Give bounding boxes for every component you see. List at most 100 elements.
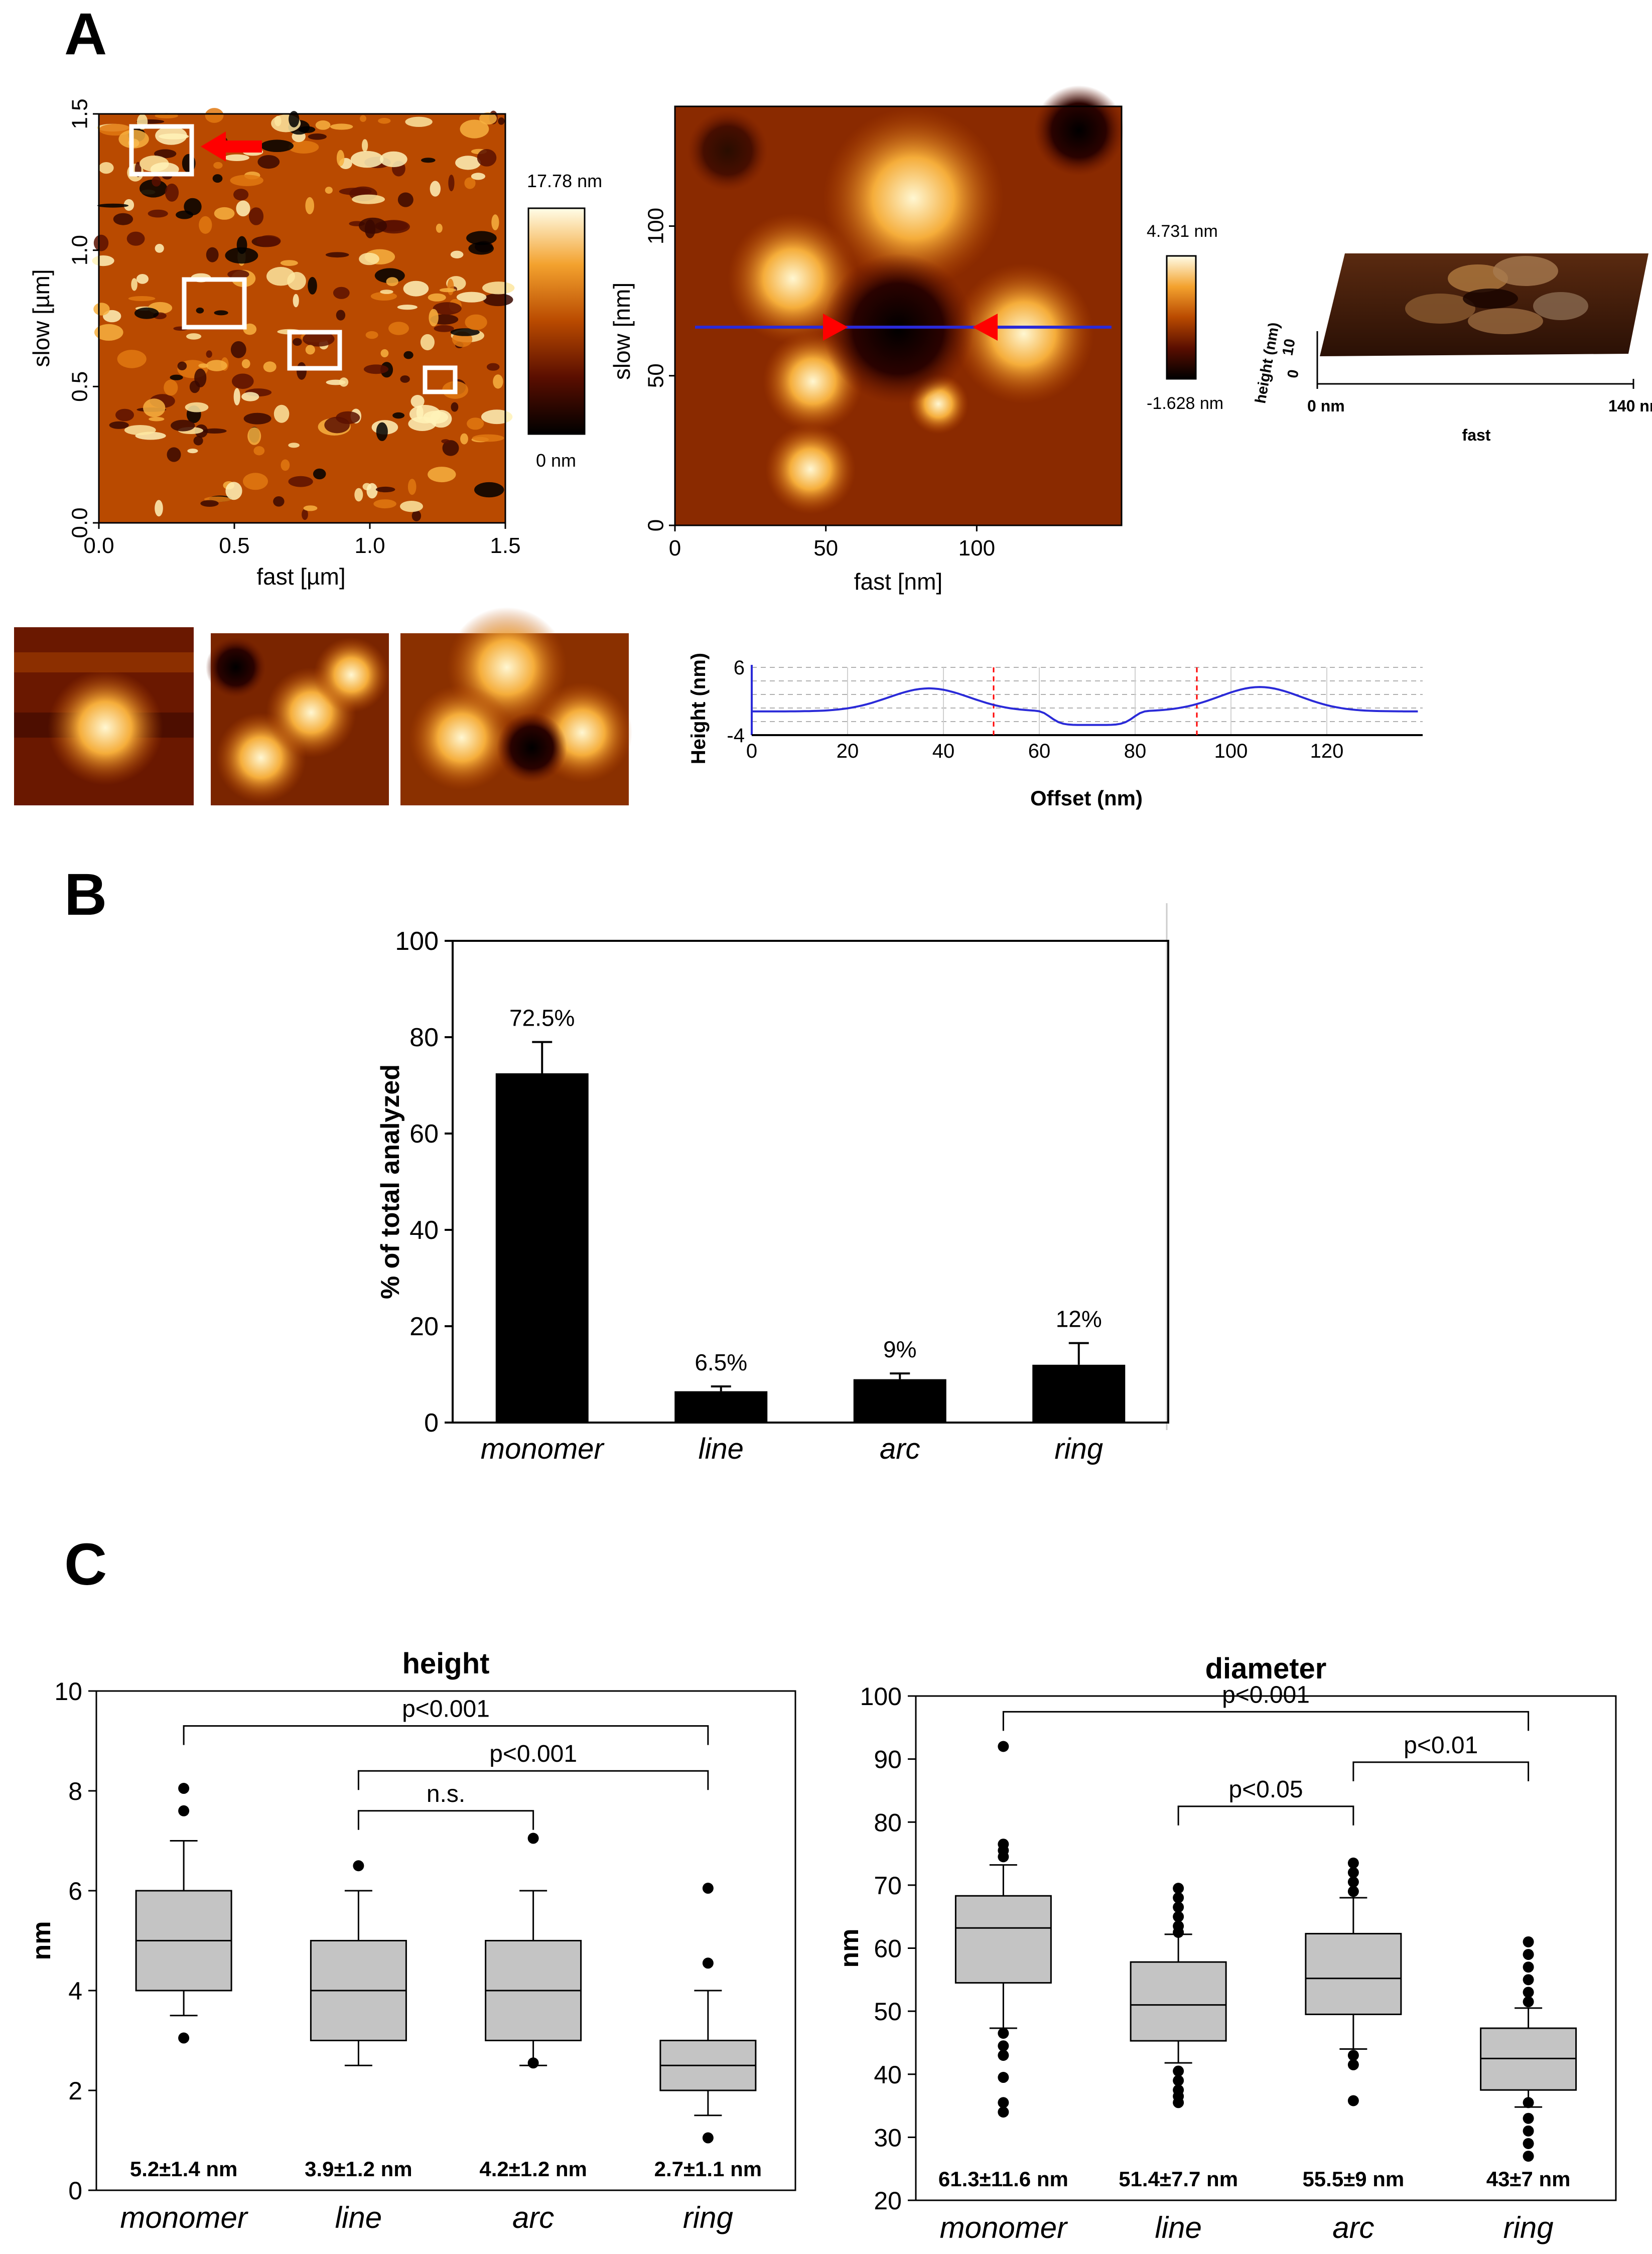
afm-texture-blob — [472, 434, 504, 442]
significance-label: p<0.05 — [1228, 1776, 1303, 1803]
afm-texture-blob — [140, 179, 168, 198]
outlier-point — [1173, 1911, 1184, 1922]
x-tick-label: 100 — [958, 536, 995, 560]
afm-texture-blob — [193, 436, 203, 446]
afm-texture-blob — [498, 117, 505, 125]
afm-texture-blob — [450, 250, 464, 258]
afm-texture-blob — [441, 439, 450, 444]
box-y-tick-label: 80 — [874, 1808, 902, 1837]
afm-texture-blob — [466, 231, 497, 245]
box-y-tick-label: 0 — [68, 2177, 82, 2205]
afm-texture-blob — [212, 174, 223, 183]
afm-texture-blob — [243, 412, 271, 425]
afm-texture-blob — [430, 181, 441, 197]
outlier-point — [527, 1833, 539, 1844]
marker-right-icon — [973, 314, 998, 341]
box-y-tick-label: 2 — [68, 2077, 82, 2105]
afm-texture-blob — [411, 510, 422, 521]
afm-3d-z-label: height (nm) — [1252, 321, 1283, 405]
afm-overview-y-label: slow [µm] — [28, 269, 54, 367]
afm-texture-blob — [98, 162, 114, 174]
afm-texture-blob — [134, 307, 159, 319]
afm-texture-blob — [92, 255, 114, 266]
outlier-point — [1523, 1996, 1534, 2008]
highlight-box-1 — [129, 124, 194, 177]
outlier-point — [1523, 2151, 1534, 2162]
afm-overview: 0.0 0.5 1.0 1.5 0.0 0.5 1.0 1.5 fast [µm] slow… — [28, 98, 602, 590]
afm-texture-blob — [94, 324, 123, 341]
box-summary-label: 3.9±1.2 nm — [305, 2157, 412, 2181]
highlight-box-2 — [182, 277, 247, 330]
y-tick-label: 0 — [644, 519, 668, 531]
x-tick-label: 0.0 — [83, 533, 114, 558]
afm-texture-blob — [266, 266, 295, 286]
afm-zoom-scale-bottom: -1.628 nm — [1147, 394, 1223, 413]
marker-left-icon — [823, 314, 848, 341]
outlier-point — [998, 2106, 1009, 2118]
y-tick-label: 1.0 — [68, 235, 92, 265]
box-summary-label: 2.7±1.1 nm — [654, 2157, 762, 2181]
profile-x-tick-label: 0 — [746, 740, 757, 762]
afm-texture-blob — [126, 231, 145, 246]
afm-texture-blob — [227, 269, 249, 279]
outlier-point — [1347, 1857, 1359, 1869]
y-tick-label: 50 — [644, 363, 668, 388]
afm-3d-x-start: 0 nm — [1307, 397, 1345, 415]
bar-chart-frame — [452, 940, 1169, 1424]
box-y-tick-label: 4 — [68, 1977, 82, 2005]
bar-value-label: 72.5% — [509, 1005, 575, 1031]
afm-texture-blob — [380, 290, 393, 294]
afm-texture-blob — [248, 207, 264, 225]
box-y-tick-label: 20 — [874, 2187, 902, 2215]
afm-texture-blob — [405, 116, 433, 127]
profile-x-tick-label: 40 — [932, 740, 955, 762]
profile-y-tick-label: -4 — [727, 725, 745, 747]
profile-curve — [752, 686, 1418, 726]
afm-texture-blob — [421, 158, 436, 163]
highlight-box-4 — [423, 365, 458, 394]
afm-texture-blob — [325, 252, 349, 258]
outlier-point — [998, 1839, 1009, 1850]
box-category-label: ring — [1503, 2211, 1554, 2244]
afm-texture-blob — [400, 375, 410, 383]
afm-texture-blob — [186, 333, 202, 340]
afm-texture-blob — [273, 496, 285, 507]
afm-texture-blob — [206, 350, 212, 358]
afm-texture-blob — [171, 419, 195, 432]
box-chart-title: height — [402, 1647, 490, 1680]
red-arrow-icon — [201, 131, 262, 162]
afm-texture-blob — [376, 422, 388, 441]
afm-texture-blob — [483, 293, 513, 307]
afm-texture-blob — [455, 156, 481, 170]
afm-texture-blob — [339, 377, 349, 387]
profile-x-tick-label: 100 — [1214, 740, 1248, 762]
afm-texture-blob — [373, 499, 396, 509]
y-tick-label: 1.5 — [68, 98, 92, 129]
afm-texture-blob — [128, 296, 156, 301]
bar-y-axis-label: % of total analyzed — [376, 1064, 405, 1299]
afm-texture-blob — [143, 398, 166, 417]
afm-texture-blob — [313, 468, 326, 480]
afm-texture-blob — [366, 483, 378, 499]
profile-x-tick-label: 60 — [1028, 740, 1051, 762]
box-y-axis-label: nm — [835, 1929, 864, 1968]
outlier-point — [998, 1741, 1009, 1752]
afm-texture-blob — [330, 123, 353, 130]
afm-texture-blob — [241, 359, 250, 369]
bar-value-label: 9% — [883, 1336, 916, 1362]
afm-texture-blob — [477, 149, 497, 167]
outlier-point — [1173, 2075, 1184, 2086]
afm-texture-blob — [164, 379, 178, 396]
afm-texture-blob — [339, 188, 372, 196]
box-chart-frame — [95, 1690, 796, 2191]
bar-value-label: 6.5% — [695, 1349, 747, 1375]
afm-texture-blob — [305, 197, 314, 214]
outlier-point — [1173, 1892, 1184, 1903]
afm-texture-blob — [303, 505, 318, 511]
afm-texture-blob — [325, 187, 333, 194]
afm-texture-blob — [336, 150, 345, 167]
afm-texture-blob — [257, 155, 280, 169]
afm-texture-blob — [273, 404, 290, 423]
afm-texture-blob — [241, 392, 259, 401]
afm-texture-blob — [297, 362, 307, 380]
